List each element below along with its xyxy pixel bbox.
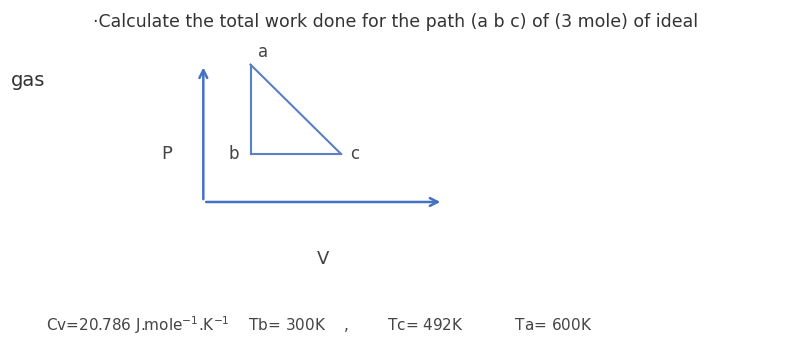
Text: P: P [161, 145, 172, 163]
Text: gas: gas [10, 72, 45, 90]
Text: ·Calculate the total work done for the path (a b c) of (3 mole) of ideal: ·Calculate the total work done for the p… [93, 13, 699, 31]
Text: a: a [258, 43, 268, 61]
Text: b: b [228, 145, 238, 163]
Text: Cv=20.786 J.mole$^{-1}$.K$^{-1}$    Tb= 300K    ,        Tc= 492K           Ta= : Cv=20.786 J.mole$^{-1}$.K$^{-1}$ Tb= 300… [46, 314, 592, 336]
Text: V: V [317, 250, 329, 268]
Text: c: c [350, 145, 360, 163]
